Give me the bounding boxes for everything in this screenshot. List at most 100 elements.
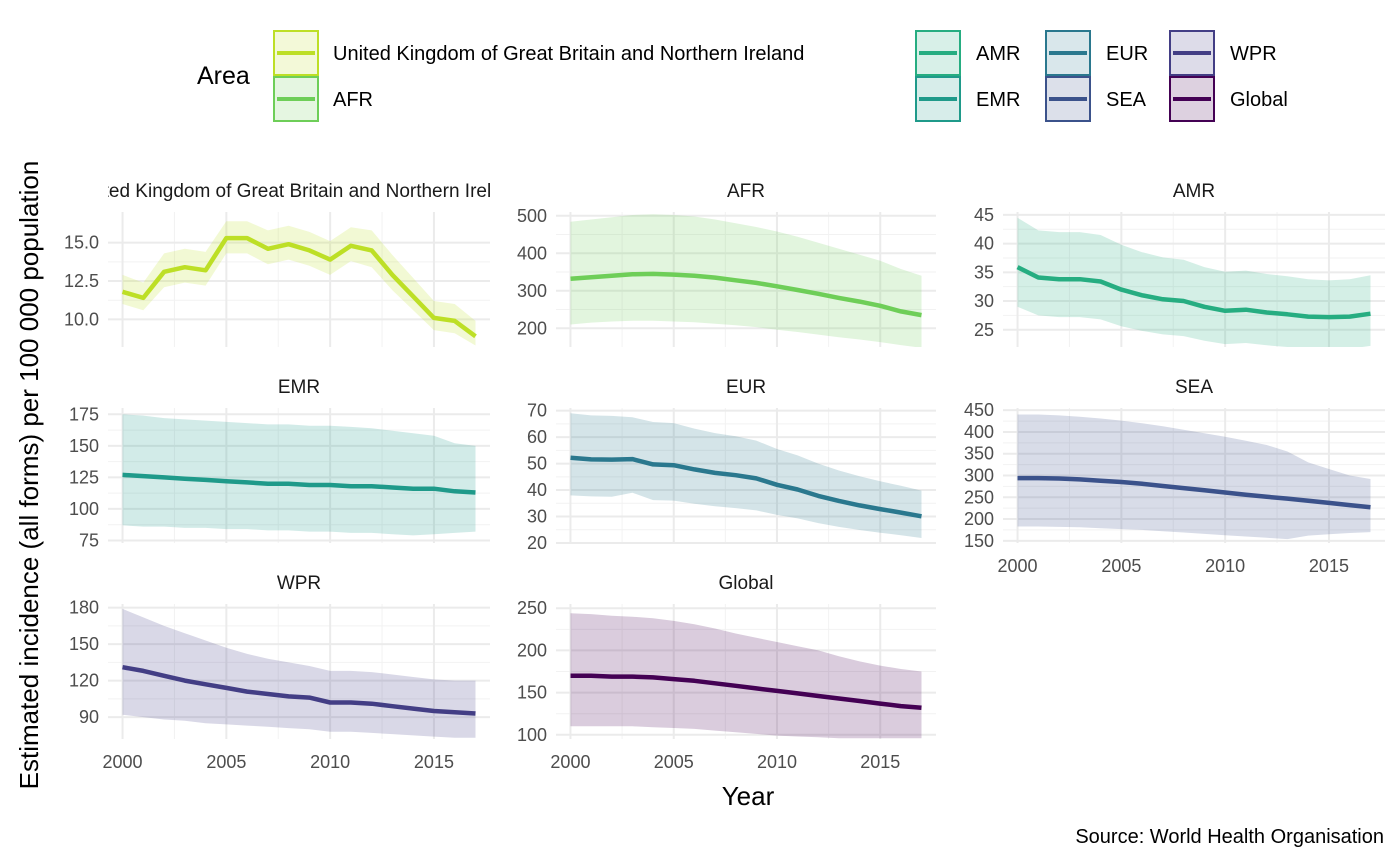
facet-strip-label: United Kingdom of Great Britain and Nort…: [75, 181, 523, 202]
facet-strip-label: AMR: [1173, 181, 1215, 202]
panel-amr: 25 30 35 40 45 AMR: [974, 181, 1385, 347]
confidence-ribbon: [122, 414, 476, 536]
panel-afr: 200 300 400 500 AFR: [517, 181, 936, 347]
x-tick-label: 2005: [1101, 556, 1141, 576]
legend-label: Global: [1230, 89, 1288, 111]
confidence-ribbon: [122, 221, 476, 346]
facet-strip-label: WPR: [277, 573, 321, 594]
panel-grid: [556, 408, 936, 544]
y-tick-label: 100: [517, 725, 547, 745]
x-tick-label: 2000: [998, 556, 1038, 576]
y-tick-label: 150: [69, 436, 99, 456]
y-tick-label: 120: [69, 671, 99, 691]
legend-item-united-kingdom-of-great-britain-and-northern-ireland: United Kingdom of Great Britain and Nort…: [273, 30, 804, 76]
panel-united-kingdom-of-great-britain-and-northern-ireland: 10.0 12.5 15.0 United Kingdom of Great Brit…: [64, 181, 523, 347]
legend: Area United Kingdom of Great Britain and…: [197, 30, 1288, 122]
y-tick-label: 10.0: [64, 309, 99, 329]
y-tick-label: 200: [517, 640, 547, 660]
source-caption: Source: World Health Organisation: [1075, 826, 1384, 848]
series-line: [1016, 265, 1371, 320]
y-tick-label: 45: [974, 205, 994, 225]
panel-emr: 75 100 125 150 175 EMR: [69, 377, 490, 550]
y-tick-label: 12.5: [64, 271, 99, 291]
x-tick-label: 2010: [1205, 556, 1245, 576]
y-tick-label: 15.0: [64, 233, 99, 253]
x-axis-title: Year: [722, 781, 775, 811]
legend-item-afr: AFR: [273, 76, 373, 122]
y-tick-label: 200: [964, 509, 994, 529]
y-tick-label: 35: [974, 262, 994, 282]
y-tick-label: 30: [527, 507, 547, 527]
facet-panels: 10.0 12.5 15.0 United Kingdom of Great Brit…: [64, 181, 1385, 772]
legend-label: WPR: [1230, 43, 1277, 65]
y-axis-title: Estimated incidence (all forms) per 100 …: [14, 161, 44, 790]
x-tick-label: 2010: [757, 752, 797, 772]
legend-label: AFR: [333, 89, 373, 111]
panel-grid: [108, 212, 490, 347]
y-tick-label: 450: [964, 400, 994, 420]
confidence-ribbon: [1017, 414, 1371, 540]
legend-label: EUR: [1106, 43, 1148, 65]
facet-strip-label: EUR: [726, 377, 766, 398]
y-tick-label: 175: [69, 404, 99, 424]
series-line: [122, 472, 476, 495]
y-tick-label: 100: [69, 499, 99, 519]
y-tick-label: 50: [527, 454, 547, 474]
x-tick-label: 2005: [206, 752, 246, 772]
legend-item-wpr: WPR: [1169, 30, 1277, 76]
panel-wpr: 90 120 150 180 2000 2005 2010 2015 WPR: [69, 573, 490, 772]
y-tick-label: 40: [527, 480, 547, 500]
y-tick-label: 150: [69, 634, 99, 654]
x-tick-label: 2005: [654, 752, 694, 772]
legend-item-amr: AMR: [915, 30, 1020, 76]
legend-label: United Kingdom of Great Britain and Nort…: [333, 43, 804, 65]
panel-grid: [556, 604, 936, 739]
x-tick-label: 2000: [103, 752, 143, 772]
panel-grid: [108, 604, 490, 739]
legend-title: Area: [197, 62, 250, 90]
y-tick-label: 125: [69, 467, 99, 487]
y-tick-label: 30: [974, 291, 994, 311]
y-tick-label: 25: [974, 320, 994, 340]
x-tick-label: 2015: [414, 752, 454, 772]
facet-strip-label: SEA: [1175, 377, 1213, 398]
legend-item-global: Global: [1169, 76, 1288, 122]
series-line: [570, 271, 922, 318]
panel-grid: [1003, 408, 1385, 543]
legend-label: SEA: [1106, 89, 1147, 111]
facet-strip-label: Global: [719, 573, 774, 594]
y-tick-label: 75: [79, 530, 99, 550]
panel-grid: [556, 212, 936, 347]
y-tick-label: 250: [964, 487, 994, 507]
panel-eur: 20 30 40 50 60 70 EUR: [527, 377, 936, 553]
y-tick-label: 400: [964, 422, 994, 442]
y-tick-label: 200: [517, 318, 547, 338]
y-tick-label: 90: [79, 707, 99, 727]
panel-global: 100 150 200 250 2000 2005 2010 2015 Global: [517, 573, 936, 772]
x-tick-label: 2015: [860, 752, 900, 772]
x-tick-label: 2015: [1309, 556, 1349, 576]
y-tick-label: 70: [527, 401, 547, 421]
y-tick-label: 300: [517, 281, 547, 301]
legend-item-sea: SEA: [1045, 76, 1147, 122]
facet-strip-label: EMR: [278, 377, 320, 398]
y-tick-label: 150: [964, 531, 994, 551]
y-tick-label: 500: [517, 206, 547, 226]
legend-item-eur: EUR: [1045, 30, 1148, 76]
confidence-ribbon: [570, 613, 922, 739]
series-line: [570, 673, 922, 711]
y-tick-label: 180: [69, 598, 99, 618]
x-tick-label: 2000: [550, 752, 590, 772]
legend-label: AMR: [976, 43, 1020, 65]
series-line: [1017, 475, 1371, 510]
y-tick-label: 300: [964, 466, 994, 486]
y-tick-label: 20: [527, 533, 547, 553]
legend-label: EMR: [976, 89, 1020, 111]
y-tick-label: 40: [974, 234, 994, 254]
confidence-ribbon: [122, 608, 476, 738]
facet-strip-label: AFR: [727, 181, 765, 202]
y-tick-label: 60: [527, 427, 547, 447]
x-tick-label: 2010: [310, 752, 350, 772]
